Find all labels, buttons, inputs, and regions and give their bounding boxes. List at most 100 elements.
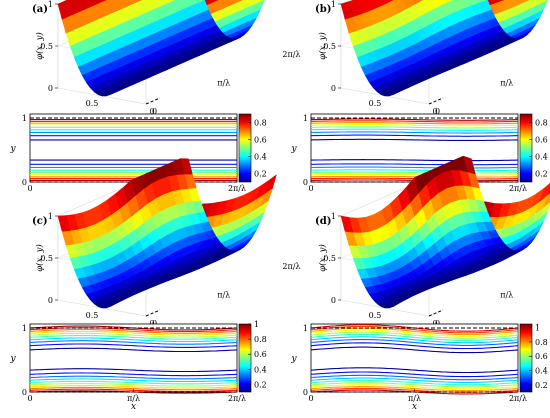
y-tick-label: 0 — [149, 319, 154, 328]
y-tick-label: 0 — [432, 319, 437, 328]
z-tick-label: 0 — [48, 296, 53, 305]
surface-cell — [93, 0, 104, 6]
colorbar-tick-label: 1 — [535, 324, 540, 333]
surface-cell — [138, 0, 143, 2]
x-tick-label: 2π/λ — [228, 184, 246, 193]
y-tick-label: 0.5 — [86, 99, 99, 108]
contour-line — [310, 374, 519, 381]
panel-label: (b) — [315, 4, 331, 15]
contour-line — [29, 337, 238, 343]
surface-cell — [57, 0, 71, 20]
y-axis-label: y — [290, 354, 297, 364]
x-tick-label: π/λ — [127, 394, 140, 403]
surface-cell — [526, 0, 531, 2]
contour-plot-5: 0 π/λ 2π/λ x 0 1 y 0.2 0.4 0.6 0.8 1 — [9, 320, 266, 412]
x-tick-label: 0 — [27, 394, 32, 403]
contour-line — [310, 120, 518, 123]
y-tick-label: 0.5 — [86, 311, 99, 320]
surface-cell — [468, 0, 480, 6]
surface-cell — [83, 0, 95, 9]
colorbar-tick-label: 0.8 — [535, 338, 548, 347]
y-axis-label: y — [290, 144, 297, 154]
colorbar-tick-label: 0.4 — [254, 365, 267, 374]
colorbar-tick-label: 0.6 — [254, 136, 267, 145]
colorbar-tick-label: 1 — [254, 320, 259, 329]
colorbar-tick-label: 0.2 — [535, 381, 548, 390]
colorbar — [238, 113, 252, 183]
x-tick-label: π/λ — [500, 78, 513, 87]
colorbar-tick-label: 0.8 — [254, 119, 267, 128]
contour-line — [310, 333, 519, 341]
surface-cell — [403, 0, 415, 10]
x-axis-label: x — [412, 402, 417, 412]
contour-line — [310, 131, 518, 134]
colorbar-tick-label: 0.4 — [254, 153, 267, 162]
surface-cell — [478, 0, 488, 3]
x-tick-label: 2π/λ — [228, 394, 246, 403]
z-tick-label: 0.5 — [323, 42, 336, 51]
contour-line — [310, 386, 519, 392]
z-tick-label: 0.5 — [40, 254, 53, 263]
y-tick-label: 0 — [432, 107, 437, 116]
colorbar — [519, 323, 533, 393]
y-axis-label: y — [9, 144, 16, 154]
colorbar-tick-label: 0.4 — [535, 367, 548, 376]
colorbar-tick-label: 0.8 — [254, 335, 267, 344]
x-tick-label: 2π/λ — [282, 262, 300, 271]
contour-line — [310, 331, 519, 339]
colorbar-tick-label: 0.2 — [254, 170, 267, 179]
surface-plot-0: 00.51φ(x, y)00.50π/λ2π/λ(a) — [32, 0, 301, 116]
contour-line — [310, 175, 518, 178]
colorbar — [519, 113, 533, 183]
colorbar-tick-label: 0.2 — [535, 170, 548, 179]
surface-cell — [340, 215, 354, 233]
contour-line — [29, 347, 238, 353]
contour-line — [310, 173, 518, 176]
z-tick-label: 0 — [48, 84, 53, 93]
z-tick-label: 0 — [331, 84, 336, 93]
contour-line — [310, 128, 518, 131]
contour-line — [310, 346, 519, 354]
surface-cell — [384, 0, 394, 5]
contour-line — [310, 325, 519, 334]
contour-line — [310, 384, 519, 390]
surface-plot-2: 00.51φ(x, y)00.50π/λ2π/λ(b) — [315, 0, 548, 116]
z-tick-label: 1 — [331, 0, 336, 9]
y-tick-label: 0.5 — [369, 311, 382, 320]
contour-line — [310, 134, 518, 137]
y-tick-label: 1 — [303, 114, 308, 123]
x-tick-label: 0 — [435, 107, 440, 116]
surface-plot-4: 00.51φ(x, y)00.50π/λ2π/λ(c) — [32, 158, 301, 328]
surface-cell — [166, 0, 175, 4]
contour-line — [310, 336, 519, 344]
surface-cell — [57, 215, 71, 232]
colorbar-tick-label: 0.6 — [254, 350, 267, 359]
z-axis-label: φ(x, y) — [317, 32, 328, 60]
x-tick-label: π/λ — [500, 290, 513, 299]
contour-line — [29, 328, 238, 334]
z-tick-label: 1 — [48, 0, 53, 9]
contour-line — [311, 118, 519, 121]
contour-line — [311, 163, 519, 166]
contour-line — [311, 122, 519, 125]
colorbar — [238, 323, 252, 393]
surface-cell — [185, 0, 197, 8]
x-tick-label: 0 — [27, 184, 32, 193]
x-tick-label: 0 — [152, 319, 157, 328]
contour-plot-7: 0 π/λ 2π/λ x 0 1 y 0.2 0.4 0.6 0.8 1 — [290, 324, 547, 412]
x-tick-label: π/λ — [217, 78, 230, 87]
contour-line — [311, 171, 519, 174]
contour-line — [29, 327, 238, 333]
contour-line — [310, 329, 519, 337]
contour-line — [310, 382, 519, 388]
x-tick-label: π/λ — [408, 394, 421, 403]
contour-line — [29, 330, 238, 336]
surface-cell — [102, 0, 107, 2]
contour-line — [29, 378, 238, 383]
y-tick-label: 1 — [22, 114, 27, 123]
surface-cell — [441, 0, 452, 5]
contour-line — [310, 124, 519, 127]
colorbar-tick-label: 0.4 — [535, 153, 548, 162]
surface-plot-6: 00.51φ(x, y)00.50π/λ2π/λ(d) — [315, 155, 550, 328]
